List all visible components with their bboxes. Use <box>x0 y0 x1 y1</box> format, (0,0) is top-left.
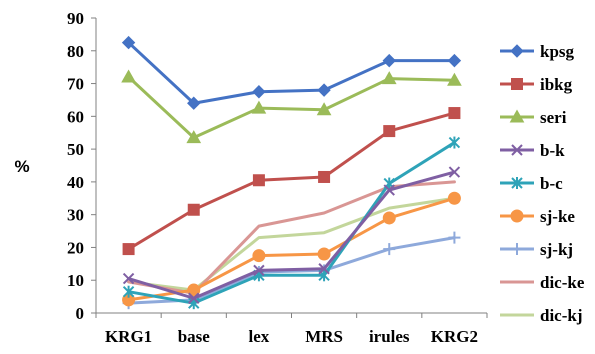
data-point-seri <box>186 130 202 144</box>
data-point-kpsg <box>121 35 136 50</box>
legend-label-ibkg: ibkg <box>540 75 573 94</box>
legend-marker-sj-kj <box>511 243 523 255</box>
legend-label-sj-ke: sj-ke <box>540 207 575 226</box>
legend-marker-b-c <box>511 177 523 189</box>
series-sj-ke <box>122 191 461 307</box>
data-point-b-k <box>188 292 200 304</box>
data-point-b-c <box>448 136 461 149</box>
data-point-sj-ke <box>447 191 461 205</box>
y-tick-label: 0 <box>76 304 85 323</box>
legend-entry-kpsg: kpsg <box>500 42 575 61</box>
y-tick-label: 30 <box>67 206 84 225</box>
y-tick-label: 40 <box>67 173 84 192</box>
x-tick-label: MRS <box>305 327 343 346</box>
legend-label-b-k: b-k <box>540 141 565 160</box>
legend-label-dic-kj: dic-kj <box>540 306 583 325</box>
series-layer <box>121 35 462 310</box>
series-line-kpsg <box>127 41 456 105</box>
y-tick-label: 50 <box>67 140 84 159</box>
series-line-ibkg <box>127 111 456 251</box>
data-point-ibkg <box>122 243 135 256</box>
data-point-seri <box>447 72 462 86</box>
data-point-seri <box>316 102 332 116</box>
legend-marker-b-k <box>511 144 523 156</box>
data-point-ibkg <box>318 170 331 183</box>
y-tick-label: 60 <box>67 107 84 126</box>
data-point-kpsg <box>447 53 462 68</box>
legend-entry-seri: seri <box>500 108 567 127</box>
data-point-ibkg <box>252 174 265 187</box>
legend-label-seri: seri <box>540 108 567 127</box>
y-axis-title: % <box>14 157 29 176</box>
data-point-sj-ke <box>187 283 201 297</box>
data-point-ibkg <box>187 203 200 216</box>
data-point-b-k <box>448 166 461 178</box>
x-tick-label: KRG1 <box>105 327 152 346</box>
legend-entry-dic-kj: dic-kj <box>500 306 583 325</box>
data-point-sj-kj <box>383 243 396 256</box>
data-point-sj-kj <box>448 231 461 244</box>
legend: kpsg ibkg seri b-k b-c sj-ke sj-kj dic-ke dic-kj <box>500 42 585 325</box>
legend-entry-ibkg: ibkg <box>500 75 573 94</box>
series-line-b-c <box>127 141 456 305</box>
series-dic-kj <box>127 196 456 292</box>
data-point-seri <box>121 69 136 83</box>
data-point-sj-ke <box>252 249 266 263</box>
data-point-kpsg <box>317 83 331 97</box>
y-tick-label: 20 <box>67 238 84 257</box>
legend-label-sj-kj: sj-kj <box>540 240 573 259</box>
y-tick-label: 70 <box>67 75 84 94</box>
data-point-sj-ke <box>382 211 396 225</box>
series-line-b-k <box>127 170 456 300</box>
data-point-kpsg <box>252 85 266 99</box>
legend-entry-b-c: b-c <box>500 174 563 193</box>
data-point-seri <box>381 71 397 85</box>
y-tick-label: 10 <box>67 271 84 290</box>
legend-label-dic-ke: dic-ke <box>540 273 585 292</box>
legend-entry-sj-kj: sj-kj <box>500 240 573 259</box>
series-kpsg <box>121 35 462 110</box>
series-line-sj-ke <box>127 196 456 302</box>
data-point-b-c <box>122 285 135 298</box>
legend-entry-sj-ke: sj-ke <box>500 207 575 226</box>
legend-label-b-c: b-c <box>540 174 563 193</box>
data-point-seri <box>251 100 267 114</box>
x-tick-label: lex <box>249 327 270 346</box>
data-point-kpsg <box>187 96 201 110</box>
x-tick-label: base <box>178 327 211 346</box>
data-point-ibkg <box>448 107 461 120</box>
x-tick-label: irules <box>369 327 410 346</box>
x-tick-label: KRG2 <box>431 327 478 346</box>
series-ibkg <box>122 107 461 256</box>
axes: 0 10 20 30 40 50 60 70 80 90 KRG1 base lex MRS irules K… <box>67 9 488 346</box>
data-point-kpsg <box>382 53 396 68</box>
data-point-b-k <box>383 184 395 196</box>
data-point-b-k <box>318 263 330 275</box>
series-line-dic-kj <box>127 196 456 292</box>
legend-entry-b-k: b-k <box>500 141 565 160</box>
legend-marker-kpsg <box>510 44 524 58</box>
legend-marker-ibkg <box>511 78 523 90</box>
legend-marker-seri <box>509 109 525 123</box>
series-b-k <box>122 166 461 304</box>
series-line-seri <box>127 75 456 140</box>
y-tick-label: 80 <box>67 42 84 61</box>
data-point-ibkg <box>383 125 396 138</box>
data-point-sj-ke <box>317 247 331 261</box>
legend-entry-dic-ke: dic-ke <box>500 273 585 292</box>
data-point-b-k <box>122 272 135 285</box>
legend-marker-sj-ke <box>510 209 524 223</box>
series-seri <box>121 69 462 144</box>
y-tick-label: 90 <box>67 9 84 28</box>
data-point-b-k <box>253 264 265 277</box>
legend-label-kpsg: kpsg <box>540 42 575 61</box>
